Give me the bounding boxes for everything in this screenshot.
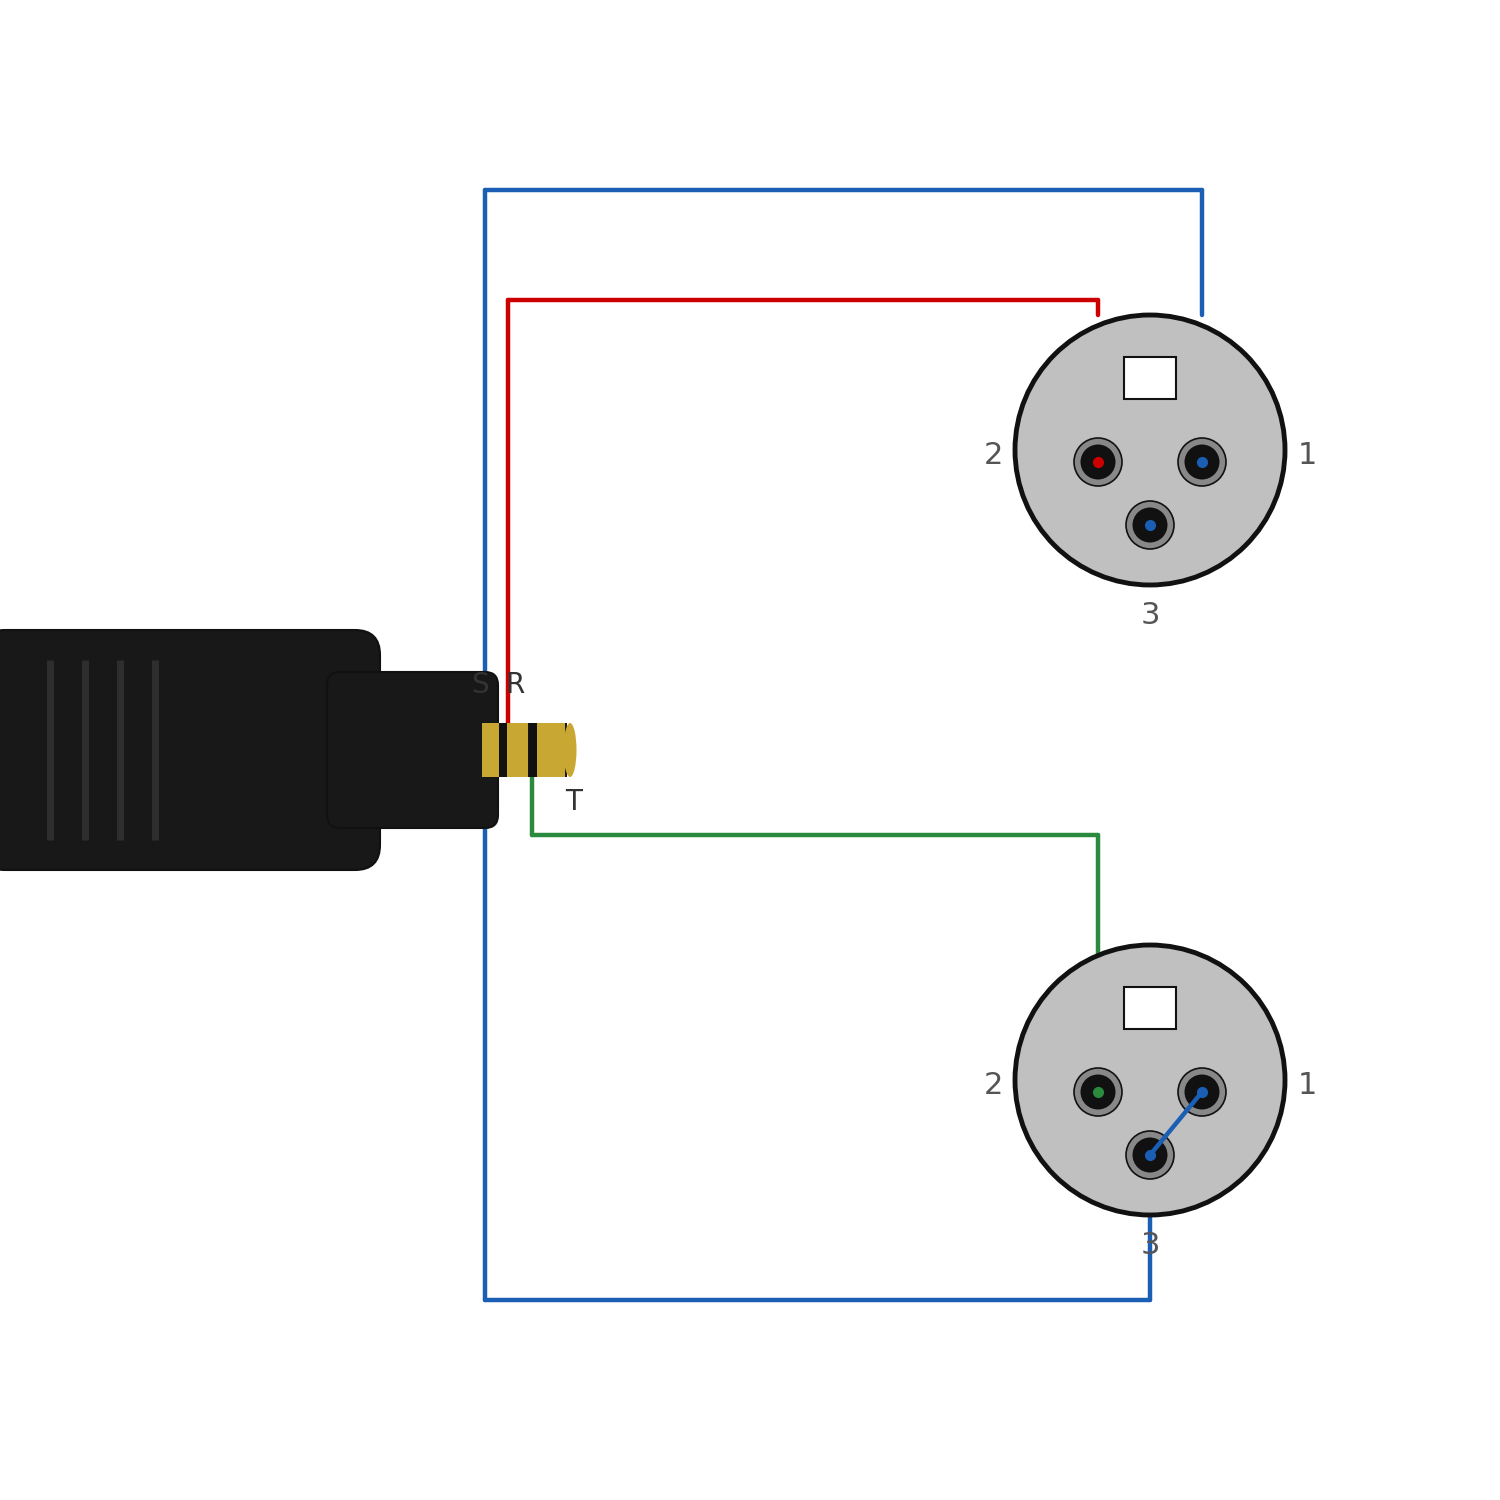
Circle shape — [1126, 1131, 1174, 1179]
Circle shape — [1074, 1068, 1122, 1116]
Bar — [1124, 987, 1176, 1029]
Bar — [1124, 357, 1176, 399]
Circle shape — [1016, 315, 1286, 585]
Circle shape — [1080, 1074, 1116, 1110]
Text: 2: 2 — [984, 441, 1002, 470]
Circle shape — [1132, 507, 1167, 543]
Bar — [537, 723, 566, 777]
Circle shape — [1178, 438, 1225, 486]
Circle shape — [1132, 1137, 1167, 1173]
Bar — [507, 723, 528, 777]
Text: 1: 1 — [1298, 1071, 1317, 1100]
Bar — [530, 723, 537, 777]
Text: 2: 2 — [984, 1071, 1002, 1100]
Text: 3: 3 — [1140, 600, 1160, 630]
Text: R: R — [506, 670, 525, 699]
FancyBboxPatch shape — [0, 630, 380, 870]
Circle shape — [1185, 444, 1219, 480]
Text: T: T — [566, 788, 582, 816]
Circle shape — [1016, 945, 1286, 1215]
Text: 1: 1 — [1298, 441, 1317, 470]
Text: S: S — [471, 670, 489, 699]
Bar — [482, 723, 567, 777]
Circle shape — [1126, 501, 1174, 549]
Bar — [482, 723, 500, 777]
FancyBboxPatch shape — [327, 672, 498, 828]
Circle shape — [1080, 444, 1116, 480]
Circle shape — [1178, 1068, 1225, 1116]
Text: 3: 3 — [1140, 1230, 1160, 1260]
Ellipse shape — [564, 723, 576, 777]
Bar — [500, 723, 507, 777]
Circle shape — [1185, 1074, 1219, 1110]
Circle shape — [1074, 438, 1122, 486]
